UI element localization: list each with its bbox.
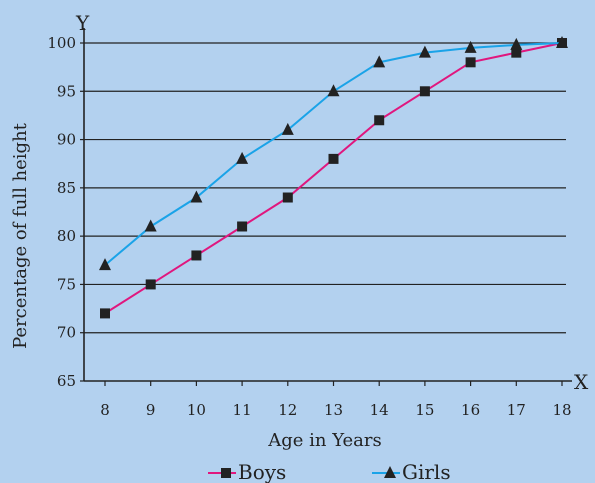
- legend-item-girls: Girls: [372, 460, 451, 483]
- legend-marker: [384, 466, 396, 478]
- boys-point: [511, 47, 522, 58]
- girls-point: [418, 45, 431, 58]
- y-tick-label: 70: [57, 324, 76, 342]
- girls-point: [190, 190, 203, 203]
- y-tick-label: 90: [57, 131, 76, 149]
- y-axis-letter: Y: [75, 11, 90, 35]
- girls-point: [327, 84, 340, 97]
- x-tick-label: 11: [233, 401, 252, 419]
- y-tick-label: 75: [57, 275, 76, 293]
- x-tick-label: 17: [507, 401, 526, 419]
- x-tick-label: 10: [187, 401, 206, 419]
- boys-point: [145, 279, 156, 290]
- legend: Boys Girls: [208, 460, 451, 483]
- y-tick-label: 80: [57, 227, 76, 245]
- girls-point: [236, 151, 249, 164]
- series-girls: [99, 36, 568, 271]
- boys-point: [282, 192, 293, 203]
- y-axis-title: Percentage of full height: [10, 122, 31, 349]
- gridlines: [84, 42, 566, 334]
- boys-line: [104, 42, 563, 315]
- x-axis-title: Age in Years: [267, 430, 382, 451]
- x-tick-label: 16: [461, 401, 480, 419]
- boys-point: [465, 57, 476, 68]
- girls-point: [556, 36, 568, 48]
- boys-point: [100, 308, 110, 319]
- x-tick-label: 15: [415, 401, 434, 419]
- girls-point: [464, 40, 477, 53]
- boys-point: [419, 86, 430, 97]
- boys-point: [374, 115, 385, 126]
- girls-point: [373, 55, 386, 68]
- x-tick-label: 8: [100, 401, 110, 419]
- boys-point: [191, 250, 202, 261]
- x-tick-label: 14: [370, 401, 389, 419]
- legend-item-boys: Boys: [208, 460, 286, 483]
- y-tick-label: 100: [47, 34, 76, 52]
- series-boys: [100, 38, 567, 319]
- y-tick-label: 85: [57, 179, 76, 197]
- y-tick-labels: 65 70 75 80 85 90 95 100: [47, 34, 84, 390]
- x-axis-letter: X: [574, 370, 589, 394]
- legend-label: Girls: [402, 460, 451, 483]
- boys-point: [328, 153, 339, 164]
- y-tick-label: 95: [57, 82, 76, 100]
- legend-marker: [221, 468, 231, 478]
- boys-point: [237, 221, 248, 232]
- x-tick-label: 13: [324, 401, 343, 419]
- y-tick-label: 65: [57, 372, 76, 390]
- x-tick-label: 12: [278, 401, 297, 419]
- girls-point: [510, 37, 523, 50]
- girls-point: [144, 219, 157, 232]
- girls-point: [281, 122, 294, 135]
- legend-label: Boys: [238, 460, 286, 483]
- axes: Y X: [75, 11, 589, 394]
- x-tick-label: 18: [552, 401, 571, 419]
- series-layer: [99, 36, 568, 319]
- x-tick-label: 9: [146, 401, 156, 419]
- x-tick-labels: 8 9 10 11 12 13 14 15 16 17 18: [100, 381, 572, 419]
- girls-point: [99, 258, 111, 271]
